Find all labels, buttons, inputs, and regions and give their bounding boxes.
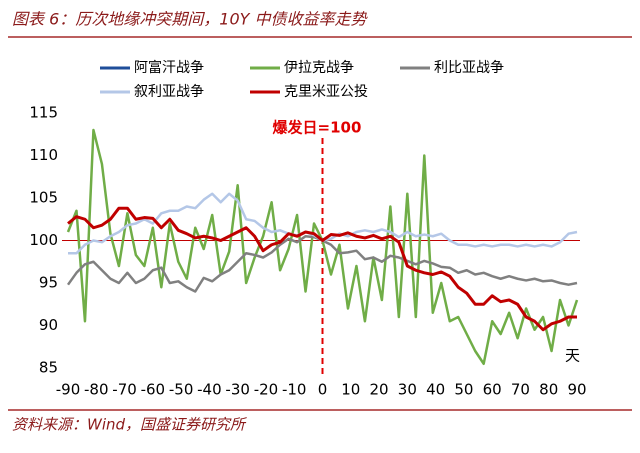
x-tick-label: -40 [197,381,222,399]
x-tick-label: -90 [56,381,81,399]
x-tick-label: -10 [282,381,307,399]
legend-label: 利比亚战争 [434,60,504,76]
x-tick-label: -20 [254,381,279,399]
legend-label: 叙利亚战争 [134,83,204,100]
legend-label: 克里米亚公投 [284,84,368,100]
annotation: 天 [565,347,580,365]
x-tick-label: 80 [539,381,558,399]
legend-label: 阿富汗战争 [134,59,204,76]
y-tick-label: 85 [39,359,58,377]
legend-label: 伊拉克战争 [284,60,354,76]
x-tick-label: 90 [567,381,586,399]
chart-title: 图表 6：历次地缘冲突期间，10Y 中债收益率走势 [12,10,368,29]
x-tick-label: 20 [370,381,389,399]
y-tick-label: 100 [29,231,58,249]
y-tick-label: 90 [39,316,58,334]
x-tick-label: 50 [454,381,473,399]
x-tick-label: -30 [225,381,250,399]
x-tick-label: 0 [318,381,328,399]
x-tick-label: -50 [169,381,194,399]
y-tick-label: 110 [29,146,58,164]
x-tick-label: -80 [84,381,109,399]
x-tick-label: 60 [483,381,502,399]
y-tick-label: 105 [29,189,58,207]
x-tick-label: 70 [511,381,530,399]
source: 资料来源：Wind，国盛证券研究所 [12,416,247,434]
x-tick-label: 30 [398,381,417,399]
x-tick-label: -60 [141,381,166,399]
series-line [67,206,577,332]
x-tick-label: 10 [341,381,360,399]
x-tick-label: -70 [112,381,137,399]
x-tick-label: 40 [426,381,445,399]
annotation: 爆发日=100 [273,119,362,137]
y-tick-label: 115 [29,104,58,122]
y-tick-label: 95 [39,274,58,292]
